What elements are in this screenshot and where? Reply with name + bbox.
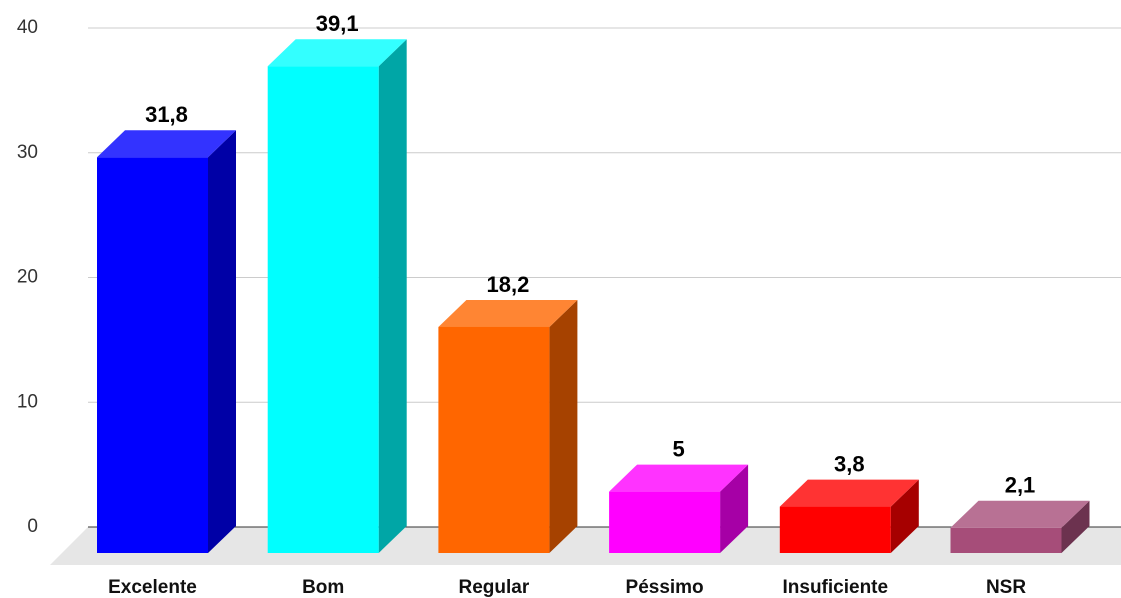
value-label: 2,1 [1005, 473, 1036, 498]
bar-top [97, 130, 236, 158]
x-tick-label: Bom [302, 577, 344, 598]
bar-top [950, 500, 1090, 528]
value-label: 39,1 [316, 11, 359, 36]
bar [438, 326, 550, 553]
y-tick-label: 40 [17, 17, 38, 38]
y-tick-label: 0 [27, 516, 38, 537]
bar [609, 491, 721, 553]
value-label: 31,8 [145, 102, 188, 127]
bar [97, 157, 208, 554]
x-tick-label: Péssimo [626, 577, 704, 598]
bar-top [779, 479, 919, 507]
y-tick-label: 20 [17, 267, 38, 288]
bar [950, 527, 1062, 553]
y-tick-label: 30 [17, 142, 38, 163]
bar [779, 506, 891, 553]
x-tick-label: Regular [459, 577, 530, 598]
value-label: 3,8 [834, 451, 865, 476]
bar-side [890, 479, 919, 553]
x-tick-label: Excelente [108, 577, 197, 598]
bar-side [720, 464, 749, 553]
bar-top [609, 464, 749, 492]
x-tick-label: NSR [986, 577, 1026, 598]
bar-side [378, 39, 407, 554]
bar-top [267, 39, 407, 67]
value-label: 18,2 [486, 272, 529, 297]
bar [267, 66, 379, 553]
value-label: 5 [672, 436, 684, 461]
bar-top [438, 299, 578, 327]
x-tick-label: Insuficiente [783, 577, 889, 598]
bar-side [208, 130, 236, 554]
y-tick-label: 10 [17, 391, 38, 412]
bar-side [1061, 500, 1090, 553]
bar-side [549, 299, 578, 553]
